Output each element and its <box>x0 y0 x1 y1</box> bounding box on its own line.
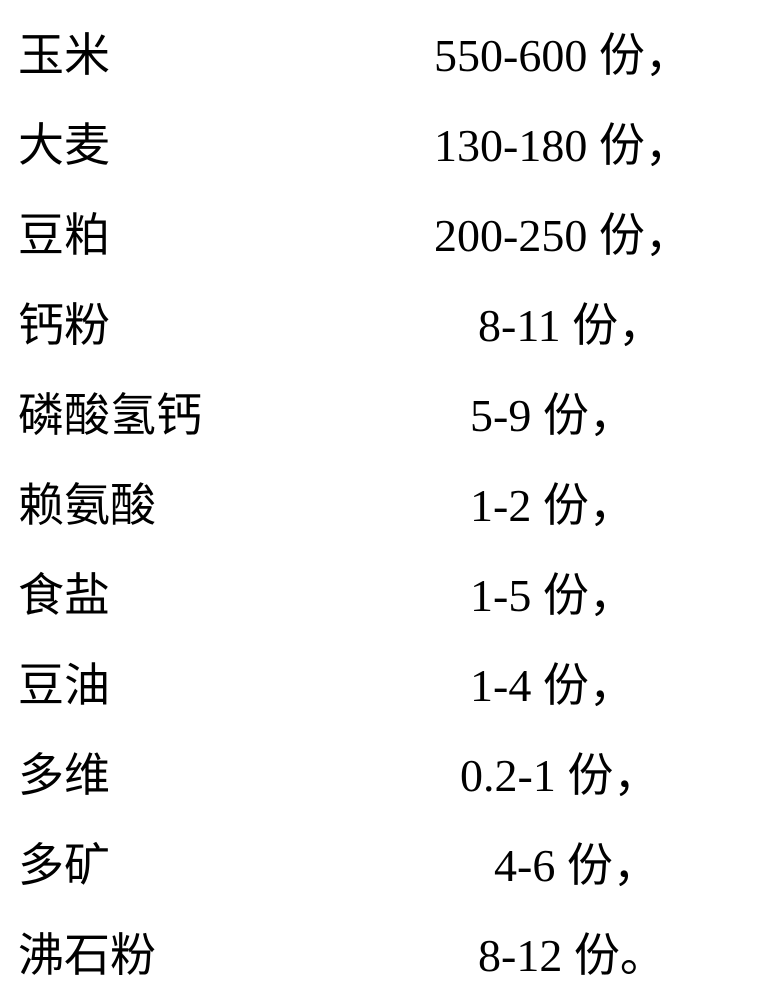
ingredient-row: 大麦 130-180 份， <box>0 97 761 187</box>
ingredient-name: 沸石粉 <box>18 919 156 985</box>
ingredient-name: 食盐 <box>18 559 110 625</box>
ingredient-amount: 4-6 份， <box>494 829 659 895</box>
ingredient-name: 多维 <box>18 739 110 805</box>
ingredient-name: 豆粕 <box>18 199 110 265</box>
ingredient-amount: 8-12 份。 <box>478 919 666 985</box>
ingredient-name: 豆油 <box>18 649 110 715</box>
ingredient-row: 豆粕 200-250 份， <box>0 187 761 277</box>
ingredient-row: 多维 0.2-1 份， <box>0 727 761 817</box>
ingredient-row: 赖氨酸 1-2 份， <box>0 457 761 547</box>
ingredient-amount: 5-9 份， <box>470 379 635 445</box>
ingredient-name: 钙粉 <box>18 289 110 355</box>
ingredient-amount: 550-600 份， <box>434 19 691 85</box>
ingredient-row: 多矿 4-6 份， <box>0 817 761 907</box>
ingredient-row: 豆油 1-4 份， <box>0 637 761 727</box>
ingredient-row: 钙粉 8-11 份， <box>0 277 761 367</box>
ingredient-name: 赖氨酸 <box>18 469 156 535</box>
ingredient-amount: 1-2 份， <box>470 469 635 535</box>
ingredient-amount: 1-5 份， <box>470 559 635 625</box>
ingredient-amount: 130-180 份， <box>434 109 691 175</box>
ingredient-name: 磷酸氢钙 <box>18 379 202 445</box>
ingredient-name: 玉米 <box>18 19 110 85</box>
ingredient-amount: 8-11 份， <box>478 289 664 355</box>
ingredient-list: 玉米 550-600 份， 大麦 130-180 份， 豆粕 200-250 份， 钙粉 8-… <box>0 0 761 1000</box>
ingredient-amount: 0.2-1 份， <box>460 739 659 805</box>
ingredient-row: 磷酸氢钙 5-9 份， <box>0 367 761 457</box>
ingredient-row: 沸石粉 8-12 份。 <box>0 907 761 997</box>
ingredient-amount: 1-4 份， <box>470 649 635 715</box>
ingredient-row: 食盐 1-5 份， <box>0 547 761 637</box>
ingredient-name: 多矿 <box>18 829 110 895</box>
ingredient-name: 大麦 <box>18 109 110 175</box>
ingredient-row: 玉米 550-600 份， <box>0 7 761 97</box>
ingredient-amount: 200-250 份， <box>434 199 691 265</box>
